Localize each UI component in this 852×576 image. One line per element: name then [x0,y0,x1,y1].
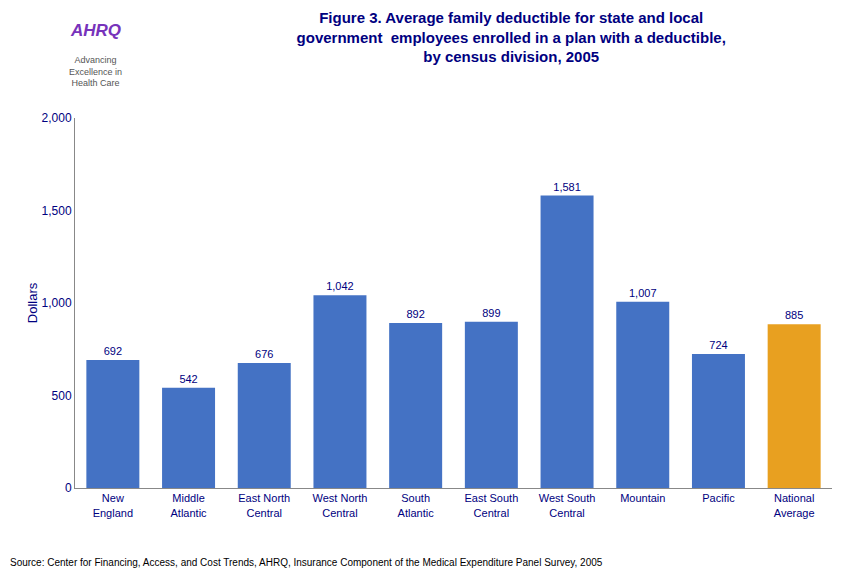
svg-text:MiddleAtlantic: MiddleAtlantic [171,492,208,518]
svg-text:East NorthCentral: East NorthCentral [238,492,290,518]
svg-text:AdvancingExcellence inHealth C: AdvancingExcellence inHealth Care [69,55,122,88]
svg-text:Source: Center for Financing,: Source: Center for Financing, Access, an… [10,557,603,568]
svg-text:East SouthCentral: East SouthCentral [464,492,518,518]
svg-text:1,042: 1,042 [326,280,354,292]
svg-text:1,000: 1,000 [42,296,72,310]
svg-text:SouthAtlantic: SouthAtlantic [398,492,435,518]
svg-text:885: 885 [785,309,803,321]
svg-text:1,500: 1,500 [42,204,72,218]
svg-text:676: 676 [255,348,273,360]
svg-text:Figure 3. Average family deduc: Figure 3. Average family deductible for … [297,9,726,65]
svg-text:West SouthCentral: West SouthCentral [539,492,596,518]
svg-text:692: 692 [104,345,122,357]
svg-text:NewEngland: NewEngland [93,492,133,518]
svg-text:1,581: 1,581 [553,181,581,193]
svg-text:542: 542 [179,373,197,385]
svg-text:Mountain: Mountain [620,492,665,504]
svg-text:Dollars: Dollars [25,282,40,323]
svg-text:1,007: 1,007 [629,287,657,299]
svg-text:NationalAverage: NationalAverage [774,492,815,518]
svg-text:Pacific: Pacific [702,492,735,504]
svg-text:892: 892 [406,308,424,320]
svg-text:2,000: 2,000 [42,111,72,125]
svg-text:AHRQ: AHRQ [70,21,121,40]
svg-text:0: 0 [65,481,72,495]
svg-text:West NorthCentral: West NorthCentral [313,492,368,518]
svg-text:899: 899 [482,307,500,319]
svg-text:724: 724 [709,339,727,351]
svg-text:500: 500 [52,389,72,403]
